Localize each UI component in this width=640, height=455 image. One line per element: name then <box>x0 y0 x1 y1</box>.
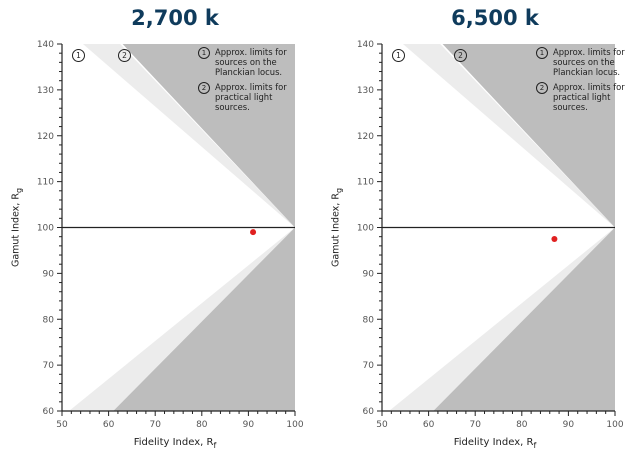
y-tick-label: 100 <box>37 224 54 234</box>
y-tick-label: 120 <box>37 132 54 142</box>
y-tick-label: 60 <box>363 407 375 417</box>
x-tick-label: 80 <box>196 420 208 430</box>
y-tick-label: 120 <box>357 132 374 142</box>
region-marker-2: 2 <box>454 49 467 62</box>
legend-number: 2 <box>198 82 210 94</box>
region-marker-1: 1 <box>72 49 85 62</box>
legend: 1 Approx. limits for sources on the Plan… <box>536 47 636 117</box>
y-tick-label: 90 <box>363 269 375 279</box>
x-tick-label: 50 <box>56 420 68 430</box>
legend-number: 2 <box>536 82 548 94</box>
y-tick-label: 100 <box>357 224 374 234</box>
x-tick-label: 80 <box>516 420 528 430</box>
region-light-upper <box>82 44 295 228</box>
legend-number: 1 <box>198 47 210 59</box>
chart-title: 6,500 k <box>451 6 539 30</box>
y-tick-label: 130 <box>357 86 374 96</box>
region-dark-lower <box>113 227 295 411</box>
x-tick-label: 50 <box>376 420 388 430</box>
region-dark-upper <box>122 44 295 228</box>
legend-item-1: 1 Approx. limits for sources on the Plan… <box>536 47 636 77</box>
x-tick-label: 70 <box>149 420 161 430</box>
region-marker-2: 2 <box>118 49 131 62</box>
chart-title: 2,700 k <box>131 6 219 30</box>
x-axis-label: Fidelity Index, Rf <box>133 437 217 450</box>
x-tick-label: 60 <box>103 420 115 430</box>
y-axis-label: Gamut Index, Rg <box>330 187 344 268</box>
region-dark-lower <box>433 227 615 411</box>
legend-text: Approx. limits for sources on the Planck… <box>553 47 625 77</box>
region-marker-1: 1 <box>392 49 405 62</box>
x-tick-label: 100 <box>606 420 623 430</box>
x-axis-label: Fidelity Index, Rf <box>453 437 537 450</box>
y-tick-label: 80 <box>363 315 375 325</box>
x-tick-label: 90 <box>563 420 575 430</box>
y-tick-label: 140 <box>357 40 374 50</box>
y-tick-label: 130 <box>37 86 54 96</box>
region-light-lower <box>68 227 296 411</box>
x-tick-label: 60 <box>423 420 435 430</box>
chart-panel-2700k: 50 60 70 80 90 100 60 70 80 90 100 110 120 130 140 2,7… <box>10 6 304 450</box>
x-tick-label: 90 <box>243 420 255 430</box>
legend-text: Approx. limits for sources on the Planck… <box>215 47 287 77</box>
y-tick-label: 110 <box>357 178 374 188</box>
legend-item-2: 2 Approx. limits for practical light sou… <box>198 82 303 112</box>
y-axis-label: Gamut Index, Rg <box>10 187 24 268</box>
y-tick-label: 90 <box>43 269 55 279</box>
y-tick-label: 140 <box>37 40 54 50</box>
y-tick-label: 110 <box>37 178 54 188</box>
chart-panel-6500k: 50 60 70 80 90 100 60 70 80 90 100 110 120 130 140 6,5… <box>320 0 640 455</box>
legend: 1 Approx. limits for sources on the Plan… <box>198 47 303 117</box>
data-point <box>551 235 558 242</box>
y-tick-label: 60 <box>43 407 55 417</box>
x-tick-label: 70 <box>469 420 481 430</box>
y-tick-label: 70 <box>43 361 55 371</box>
y-tick-label: 70 <box>363 361 375 371</box>
legend-text: Approx. limits for practical light sourc… <box>553 82 625 112</box>
legend-text: Approx. limits for practical light sourc… <box>215 82 287 112</box>
legend-item-2: 2 Approx. limits for practical light sou… <box>536 82 636 112</box>
region-light-lower <box>388 227 615 411</box>
legend-item-1: 1 Approx. limits for sources on the Plan… <box>198 47 303 77</box>
y-tick-label: 80 <box>43 315 55 325</box>
legend-number: 1 <box>536 47 548 59</box>
data-point <box>250 229 257 236</box>
x-tick-label: 100 <box>286 420 303 430</box>
